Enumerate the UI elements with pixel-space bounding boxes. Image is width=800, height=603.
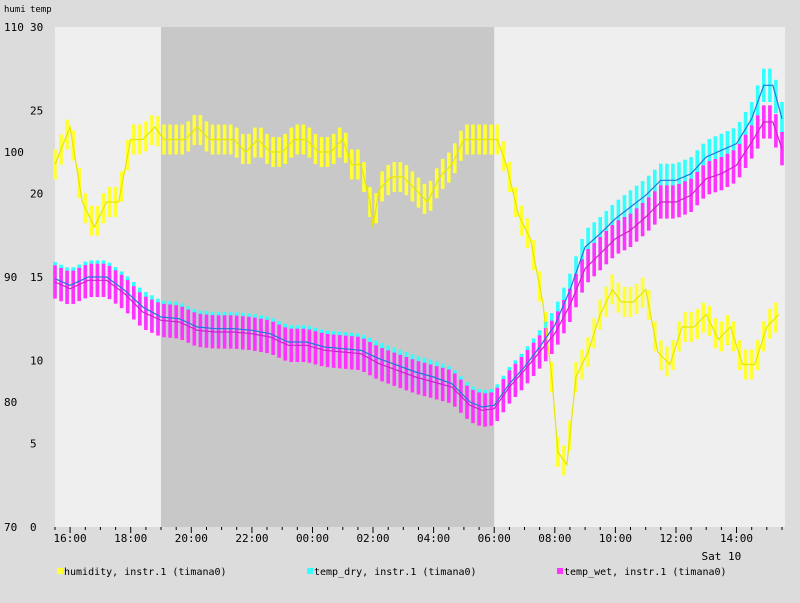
legend-swatch-temp-dry (307, 568, 313, 574)
x-tick-label: 02:00 (356, 532, 389, 545)
x-tick-label: 16:00 (54, 532, 87, 545)
temp-tick-label: 5 (30, 438, 37, 451)
humidity-tick-label: 70 (4, 521, 17, 534)
humidity-axis-ticks: 70 80 90 100 110 (4, 21, 24, 534)
humidity-tick-label: 80 (4, 396, 17, 409)
temp-axis-title: temp (30, 5, 52, 15)
temp-tick-label: 20 (30, 188, 43, 201)
series-lines-layer (54, 84, 783, 467)
x-tick-label: 10:00 (599, 532, 632, 545)
legend-label-temp-wet: temp_wet, instr.1 (timana0) (564, 567, 727, 578)
temp-axis-ticks: 0 5 10 15 20 25 30 (30, 21, 43, 534)
temp-tick-label: 10 (30, 354, 43, 367)
legend-label-humidity: humidity, instr.1 (timana0) (64, 567, 227, 578)
humidity-tick-label: 110 (4, 21, 24, 34)
error-bar-temp-wet (53, 265, 57, 299)
night-shade-region (161, 27, 495, 527)
x-tick-label: 06:00 (478, 532, 511, 545)
legend: humidity, instr.1 (timana0) temp_dry, in… (57, 567, 727, 578)
series-line-humidity (54, 124, 780, 467)
legend-swatch-temp-wet (557, 568, 563, 574)
x-tick-label: 00:00 (296, 532, 329, 545)
x-tick-label: 04:00 (417, 532, 450, 545)
series-line-temp-wet (54, 121, 783, 411)
humidity-tick-label: 90 (4, 271, 17, 284)
x-tick-label: 12:00 (659, 532, 692, 545)
date-label: Sat 10 (702, 550, 742, 563)
temp-tick-label: 0 (30, 521, 37, 534)
humidity-tick-label: 100 (4, 146, 24, 159)
series-line-temp-dry (54, 84, 783, 408)
temp-tick-label: 25 (30, 104, 43, 117)
temp-tick-label: 15 (30, 271, 43, 284)
x-axis-ticks: 16:00 18:00 20:00 22:00 00:00 02:00 04:00 06:00… (54, 527, 783, 545)
humidity-axis-title: humi (4, 5, 26, 15)
x-tick-label: 18:00 (114, 532, 147, 545)
x-tick-label: 22:00 (235, 532, 268, 545)
legend-label-temp-dry: temp_dry, instr.1 (timana0) (314, 567, 477, 578)
temp-tick-label: 30 (30, 21, 43, 34)
x-tick-label: 14:00 (720, 532, 753, 545)
legend-swatch-humidity (57, 568, 63, 574)
x-tick-label: 20:00 (175, 532, 208, 545)
x-tick-label: 08:00 (538, 532, 571, 545)
